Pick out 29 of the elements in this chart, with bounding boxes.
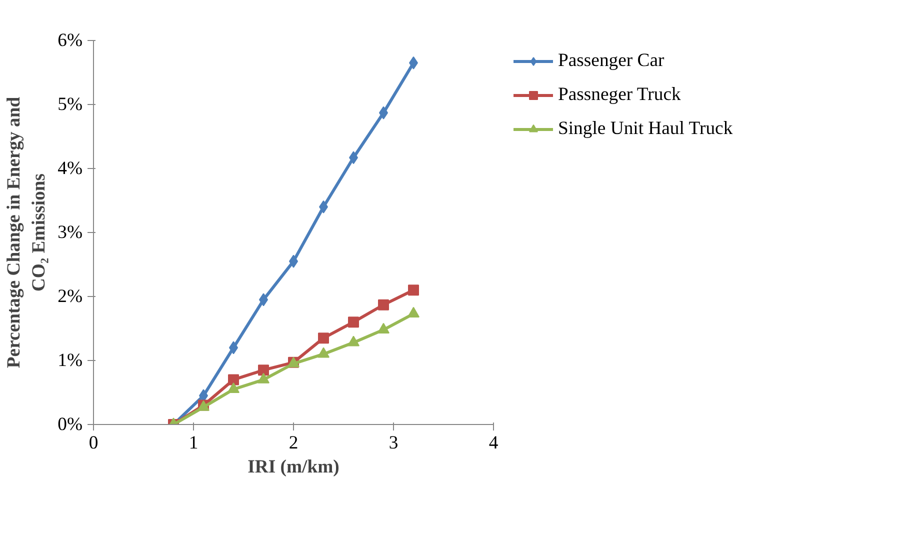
y-tick-label: 2% bbox=[58, 286, 83, 307]
y-tick-label: 5% bbox=[58, 94, 83, 115]
x-tick-label: 2 bbox=[288, 432, 298, 454]
x-tick-label: 4 bbox=[488, 432, 499, 454]
point bbox=[348, 316, 359, 328]
legend-label: Passneger Truck bbox=[558, 84, 681, 106]
legend-label: Passenger Car bbox=[558, 50, 664, 72]
y-tick-label: 0% bbox=[58, 414, 83, 435]
x-tick-label: 0 bbox=[88, 432, 98, 454]
x-tick-label: 1 bbox=[188, 432, 198, 454]
y-tick-label: 6% bbox=[58, 30, 83, 51]
y-tick-label: 4% bbox=[58, 158, 83, 179]
x-axis-title: IRI (m/km) bbox=[248, 456, 340, 478]
point bbox=[378, 322, 390, 334]
y-tick-label: 1% bbox=[58, 350, 83, 371]
y-axis-title: Percentage Change in Energy and CO₂ Emissions bbox=[3, 96, 50, 368]
point bbox=[228, 374, 239, 386]
point bbox=[348, 336, 360, 346]
point bbox=[228, 382, 240, 393]
point bbox=[378, 299, 389, 310]
point bbox=[318, 347, 330, 358]
point bbox=[318, 332, 329, 344]
point bbox=[258, 372, 270, 384]
y-tick-label: 3% bbox=[58, 222, 83, 243]
point bbox=[258, 364, 269, 376]
x-tick-label: 3 bbox=[388, 432, 398, 454]
legend-label: Single Unit Haul Truck bbox=[558, 118, 733, 140]
point bbox=[408, 306, 420, 318]
point bbox=[408, 284, 419, 296]
